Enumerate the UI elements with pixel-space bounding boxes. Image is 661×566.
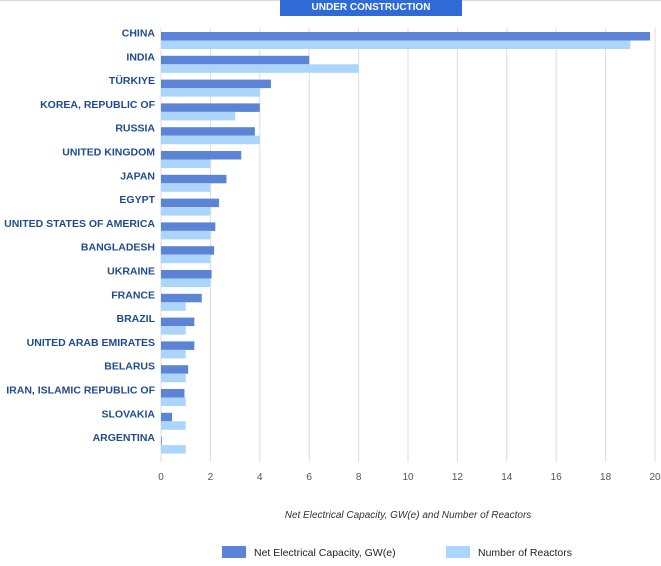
legend-item-capacity[interactable]: Net Electrical Capacity, GW(e) [222, 546, 396, 559]
bar-reactors[interactable] [161, 88, 260, 97]
category-label: UNITED ARAB EMIRATES [27, 337, 155, 349]
bars [161, 32, 651, 454]
category-label: BANGLADESH [81, 242, 155, 254]
category-label: CHINA [122, 28, 156, 40]
category-label: FRANCE [111, 289, 155, 301]
bar-reactors[interactable] [161, 349, 186, 359]
bar-reactors[interactable] [161, 278, 211, 288]
bar-capacity[interactable] [161, 270, 212, 279]
category-label: UKRAINE [107, 266, 155, 278]
category-labels: CHINA INDIA TÜRKIYE KOREA, REPUBLIC OF RUSSI… [4, 28, 155, 445]
bar-reactors[interactable] [161, 159, 211, 169]
bar-capacity[interactable] [161, 79, 271, 89]
x-tick-label: 8 [356, 472, 362, 483]
bar-reactors[interactable] [161, 254, 211, 264]
category-label: IRAN, ISLAMIC REPUBLIC OF [6, 385, 155, 397]
legend-label: Number of Reactors [478, 547, 572, 559]
x-tick-labels: 0 2 4 6 8 10 12 14 16 18 20 [158, 472, 661, 483]
bar-reactors[interactable] [161, 40, 631, 50]
x-axis-title: Net Electrical Capacity, GW(e) and Numbe… [285, 510, 532, 521]
category-label: BELARUS [104, 361, 155, 373]
legend-swatch [446, 546, 470, 558]
x-tick-label: 2 [208, 472, 214, 483]
bar-capacity[interactable] [161, 293, 202, 303]
bar-capacity[interactable] [161, 103, 260, 112]
bar-reactors[interactable] [161, 326, 186, 335]
bar-reactors[interactable] [161, 135, 260, 145]
x-tick-label: 16 [551, 472, 563, 483]
legend-label: Net Electrical Capacity, GW(e) [254, 547, 396, 559]
x-tick-label: 18 [600, 472, 612, 483]
category-label: EGYPT [119, 194, 155, 206]
category-label: TÜRKIYE [109, 74, 155, 87]
category-label: JAPAN [120, 170, 155, 182]
bar-reactors[interactable] [161, 421, 186, 430]
legend-item-reactors[interactable]: Number of Reactors [446, 546, 572, 559]
bar-capacity[interactable] [161, 151, 242, 160]
category-label: UNITED KINGDOM [62, 147, 155, 159]
bar-capacity[interactable] [161, 174, 227, 184]
category-label: INDIA [126, 51, 155, 63]
category-label: SLOVAKIA [102, 408, 156, 420]
bar-capacity[interactable] [161, 436, 162, 446]
bar-reactors[interactable] [161, 207, 211, 216]
bar-capacity[interactable] [161, 222, 216, 231]
category-label: UNITED STATES OF AMERICA [4, 218, 155, 230]
tab-under-construction[interactable]: UNDER CONSTRUCTION [280, 0, 462, 16]
bar-reactors[interactable] [161, 64, 359, 73]
grid-lines [160, 28, 656, 462]
bar-reactors[interactable] [161, 302, 186, 311]
bar-reactors[interactable] [161, 183, 211, 192]
category-label: ARGENTINA [93, 432, 156, 444]
x-tick-label: 6 [306, 472, 312, 483]
legend: Net Electrical Capacity, GW(e) Number of … [222, 546, 572, 559]
x-tick-label: 14 [501, 472, 513, 483]
bar-reactors[interactable] [161, 230, 211, 240]
x-tick-label: 12 [452, 472, 464, 483]
bar-capacity[interactable] [161, 246, 215, 255]
bar-reactors[interactable] [161, 397, 186, 407]
bar-capacity[interactable] [161, 55, 310, 65]
bar-capacity[interactable] [161, 198, 220, 208]
bar-capacity[interactable] [161, 412, 173, 422]
category-label: RUSSIA [115, 123, 155, 135]
bar-capacity[interactable] [161, 389, 185, 398]
bar-reactors[interactable] [161, 111, 236, 121]
x-tick-label: 10 [402, 472, 414, 483]
bar-capacity[interactable] [161, 317, 195, 327]
category-label: KOREA, REPUBLIC OF [40, 99, 156, 111]
bar-reactors[interactable] [161, 373, 186, 383]
x-tick-label: 4 [257, 472, 263, 483]
legend-swatch [222, 546, 246, 558]
category-label: BRAZIL [117, 313, 156, 325]
bar-capacity[interactable] [161, 127, 255, 136]
bar-reactors[interactable] [161, 445, 186, 454]
x-tick-label: 0 [158, 472, 164, 483]
bar-capacity[interactable] [161, 341, 195, 350]
x-tick-label: 20 [649, 472, 661, 483]
bar-capacity[interactable] [161, 32, 651, 41]
bar-capacity[interactable] [161, 365, 189, 374]
